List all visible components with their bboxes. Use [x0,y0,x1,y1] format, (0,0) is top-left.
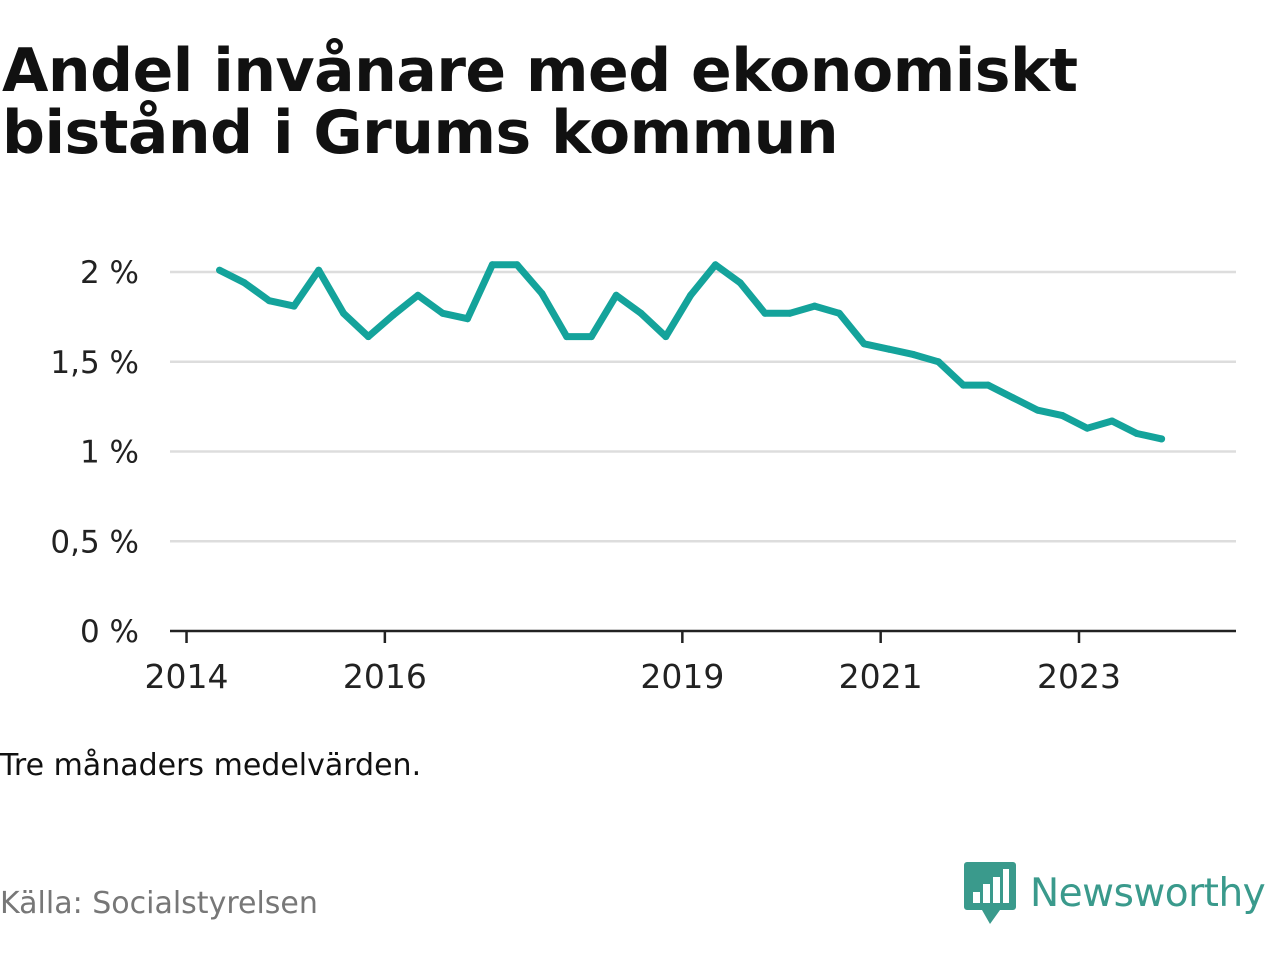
data-point [935,358,942,366]
brand-logo: Newsworthy [964,862,1266,924]
y-tick-label: 0 % [80,614,139,650]
data-point [984,381,992,389]
data-point [389,311,397,319]
data-point [414,291,422,299]
data-point [687,291,695,299]
data-point [290,302,298,310]
data-point [811,302,819,310]
source-credit: Källa: Socialstyrelsen [0,886,318,921]
y-axis: 0 % 0,5 % 1 % 1,5 % 2 % [50,255,139,650]
data-point [315,266,323,274]
data-point [240,279,248,287]
line-chart: 0 % 0,5 % 1 % 1,5 % 2 % 2014 2016 2019 2021 2023 [50,255,1236,696]
y-tick-label: 1,5 % [50,345,139,381]
data-point [340,309,347,317]
data-point [1158,435,1166,443]
data-point [538,290,546,297]
data-point [1059,412,1066,420]
data-point [464,315,471,323]
x-tick-label: 2023 [1037,657,1121,696]
data-point [1083,424,1091,432]
data-point [1034,406,1042,414]
chart-note: Tre månaders medelvärden. [0,748,422,783]
data-point [761,309,769,317]
chart-title: Andel invånare med ekonomiskt bistånd i … [2,36,1078,168]
data-point [1133,430,1141,437]
x-axis: 2014 2016 2019 2021 2023 [145,629,1236,696]
data-point [736,279,744,287]
x-tick-label: 2016 [343,657,427,696]
series-line [216,261,1166,443]
data-point [216,266,224,274]
data-point [1108,417,1116,425]
data-point [637,309,645,317]
data-point [786,309,794,317]
data-point [835,309,843,317]
data-point [587,333,595,341]
brand-name: Newsworthy [1030,870,1266,916]
data-point [488,261,496,269]
data-point [439,309,447,317]
x-tick-label: 2019 [640,657,724,696]
data-series [216,261,1166,443]
data-point [513,261,521,269]
gridlines [170,270,1236,543]
data-point [662,333,670,341]
data-point [265,297,273,305]
data-point [563,333,571,341]
data-point [364,333,372,341]
y-tick-label: 2 % [80,255,139,291]
data-point [885,345,893,353]
y-tick-label: 1 % [80,435,139,471]
y-tick-label: 0,5 % [50,524,139,560]
data-point [959,381,967,389]
data-point [910,351,918,359]
data-point [1009,394,1017,402]
x-tick-label: 2021 [839,657,923,696]
data-point [612,291,620,299]
x-tick-label: 2014 [145,657,229,696]
bar-chart-speech-bubble-icon [964,862,1016,924]
data-point [711,261,719,269]
data-point [860,340,868,348]
